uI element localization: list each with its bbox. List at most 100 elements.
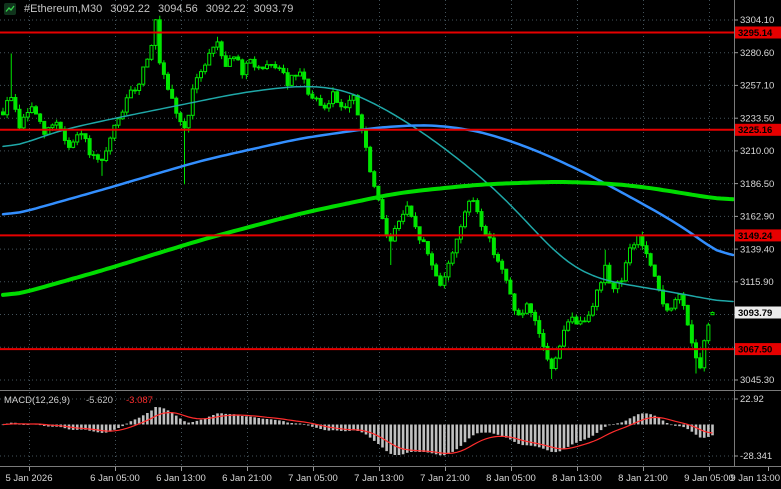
macd-bar [669, 424, 673, 426]
ohlc-open: 3092.22 [110, 3, 151, 15]
candle [380, 199, 385, 220]
candle [211, 46, 216, 54]
candle [665, 303, 670, 311]
candle [34, 106, 38, 115]
macd-bar [207, 416, 211, 425]
candle [252, 58, 257, 68]
candle [42, 120, 47, 135]
svg-text:3093.79: 3093.79 [738, 308, 772, 319]
macd-bar [682, 424, 685, 428]
candle [516, 309, 521, 316]
macd-bar [430, 424, 434, 454]
macd-bar [1, 424, 5, 426]
macd-bar [26, 424, 30, 425]
macd-bar [113, 424, 116, 430]
macd-bar [698, 424, 702, 438]
macd-bar [286, 422, 289, 425]
candle [322, 104, 327, 109]
macd-bar [183, 421, 186, 425]
candle [454, 238, 459, 254]
macd-bar [162, 408, 166, 425]
macd-bar [500, 424, 504, 436]
svg-text:3280.60: 3280.60 [740, 48, 774, 59]
svg-text:3139.40: 3139.40 [740, 244, 774, 255]
candle [1, 111, 5, 116]
macd-bar [364, 424, 368, 435]
candle [248, 58, 253, 64]
macd-bar [22, 424, 25, 425]
candle [689, 324, 694, 344]
candle [388, 235, 393, 242]
macd-bar [150, 410, 153, 425]
candle [669, 307, 674, 311]
svg-text:5 Jan 2026: 5 Jan 2026 [5, 473, 52, 484]
macd-bar [587, 424, 591, 438]
macd-bar [554, 424, 558, 453]
candle [232, 56, 236, 60]
candle [471, 200, 476, 202]
macd-bar [96, 424, 100, 433]
macd-bar [133, 419, 137, 425]
macd-bar [141, 415, 145, 425]
level-price-tag: 3149.24 [735, 229, 781, 242]
macd-bar [348, 424, 351, 431]
candle [29, 106, 34, 114]
candle [256, 66, 261, 69]
candle [133, 89, 137, 92]
macd-bar [240, 416, 244, 425]
candle [648, 253, 653, 266]
candle [570, 316, 575, 323]
macd-bar [146, 413, 149, 425]
candle [673, 299, 678, 309]
candle [331, 91, 335, 105]
macd-bar [273, 419, 277, 425]
candle [83, 133, 88, 140]
macd-bar [463, 424, 467, 443]
candle [409, 205, 414, 217]
macd-histogram [1, 407, 714, 456]
macd-bar [80, 424, 83, 430]
macd-bar [661, 420, 665, 425]
macd-bar [224, 413, 228, 425]
candle [450, 252, 455, 264]
ma-fast-teal [2, 85, 734, 303]
candle [149, 45, 154, 60]
macd-bar [575, 424, 578, 443]
candle [21, 116, 26, 129]
candle [504, 268, 509, 281]
candle [430, 253, 434, 266]
candle [95, 154, 100, 160]
ma-slow-green [1, 180, 736, 297]
svg-text:6 Jan 05:00: 6 Jan 05:00 [90, 473, 140, 484]
candle [491, 237, 496, 256]
macd-bar [410, 424, 413, 452]
macd-bar [84, 424, 87, 430]
candle [368, 146, 373, 173]
candle [694, 342, 698, 359]
candle [38, 113, 43, 122]
macd-bar [232, 414, 236, 425]
macd-bar [191, 422, 195, 425]
macd-bar [228, 414, 232, 425]
candle [628, 247, 632, 264]
candle [100, 158, 104, 161]
candle [244, 62, 249, 76]
candle [186, 114, 191, 129]
symbol-ohlc-label: #Ethereum,M30 3092.22 3094.56 3092.22 30… [4, 3, 293, 15]
svg-text:MACD(12,26,9): MACD(12,26,9) [4, 395, 70, 406]
macd-bar [694, 424, 698, 435]
candle [46, 127, 51, 135]
macd-bar [418, 424, 421, 452]
candle [677, 293, 682, 301]
candle [500, 260, 505, 270]
macd-bar [504, 424, 508, 438]
svg-text:7 Jan 05:00: 7 Jan 05:00 [288, 473, 338, 484]
candle [578, 320, 583, 325]
candle [557, 345, 562, 359]
macd-bar [368, 424, 372, 438]
candle [566, 321, 571, 331]
candle [285, 72, 290, 86]
candle [508, 279, 513, 295]
macd-bar [438, 424, 442, 456]
